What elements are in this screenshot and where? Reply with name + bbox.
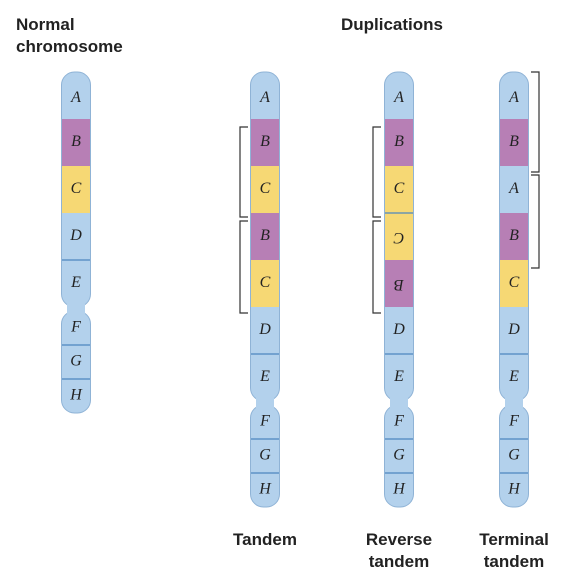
segment-label: H (258, 481, 272, 498)
segment (250, 307, 280, 354)
chromosome-name: Tandem (233, 530, 297, 549)
segment (61, 213, 91, 260)
segment-label: C (260, 180, 271, 197)
segment-label: E (393, 368, 404, 385)
segment-label: C (394, 180, 405, 197)
bracket (531, 174, 540, 269)
centromere (256, 397, 274, 409)
segment-label: F (259, 413, 270, 430)
segment (384, 213, 414, 260)
segment (384, 119, 414, 166)
segment-label: B (509, 227, 519, 244)
segment (499, 354, 529, 401)
segment-label: D (258, 321, 271, 338)
segment-label: C (509, 274, 520, 291)
segment-label: G (508, 447, 520, 464)
segment-label: D (507, 321, 520, 338)
segment (499, 405, 529, 439)
segment (250, 354, 280, 401)
chromosome-name: tandem (484, 552, 544, 571)
chromosome-name: Terminal (479, 530, 549, 549)
chromosome (499, 72, 529, 507)
segment (250, 260, 280, 307)
segment-label: B (394, 276, 404, 293)
centromere (67, 303, 85, 315)
segment-label: E (508, 368, 519, 385)
segment-label: H (69, 387, 83, 404)
segment (384, 354, 414, 401)
segment (384, 260, 414, 307)
segment (499, 166, 529, 213)
segment-label: D (69, 227, 82, 244)
segment (499, 72, 529, 119)
segment-label: H (392, 481, 406, 498)
chromosome (384, 72, 414, 507)
segment-label: B (394, 133, 404, 150)
segment (384, 307, 414, 354)
chromosome-name: tandem (369, 552, 429, 571)
bracket (239, 220, 248, 314)
segment (250, 439, 280, 473)
segment (61, 72, 91, 119)
segment-label: B (260, 227, 270, 244)
segment-label: C (393, 229, 404, 246)
centromere (390, 397, 408, 409)
segment-label: B (509, 133, 519, 150)
segment-label: G (259, 447, 271, 464)
segment-label: C (260, 274, 271, 291)
segment (499, 260, 529, 307)
segment-label: F (508, 413, 519, 430)
segment (250, 405, 280, 439)
bracket (239, 126, 248, 218)
segment (250, 166, 280, 213)
segment-label: G (70, 353, 82, 370)
segment-label: B (260, 133, 270, 150)
segment (250, 72, 280, 119)
segment (499, 213, 529, 260)
header: Duplications (341, 15, 443, 34)
segment (499, 473, 529, 507)
segment (384, 166, 414, 213)
chromosome (250, 72, 280, 507)
segment (384, 473, 414, 507)
chromosome-name: Reverse (366, 530, 432, 549)
segment (61, 379, 91, 413)
segment-label: A (393, 89, 404, 106)
segment-label: F (393, 413, 404, 430)
segment-label: G (393, 447, 405, 464)
segment (61, 345, 91, 379)
segment (499, 439, 529, 473)
segment (499, 119, 529, 166)
segment (61, 119, 91, 166)
segment-label: B (71, 133, 81, 150)
segment-label: H (507, 481, 521, 498)
segment (61, 311, 91, 345)
bracket (531, 71, 540, 173)
segment (384, 72, 414, 119)
segment (61, 260, 91, 307)
segment (250, 473, 280, 507)
segment (250, 119, 280, 166)
segment (384, 439, 414, 473)
centromere (505, 397, 523, 409)
segment-label: C (71, 180, 82, 197)
bracket (372, 220, 381, 314)
segment (61, 166, 91, 213)
segment-label: F (70, 319, 81, 336)
segment-label: A (259, 89, 270, 106)
segment (384, 405, 414, 439)
bracket (372, 126, 381, 218)
header: Normal (16, 15, 75, 34)
segment-label: A (508, 180, 519, 197)
segment-label: E (70, 274, 81, 291)
header: chromosome (16, 37, 123, 56)
chromosome (61, 72, 91, 413)
segment-label: A (70, 89, 81, 106)
segment-label: D (392, 321, 405, 338)
segment (499, 307, 529, 354)
segment-label: A (508, 89, 519, 106)
segment-label: E (259, 368, 270, 385)
segment (250, 213, 280, 260)
